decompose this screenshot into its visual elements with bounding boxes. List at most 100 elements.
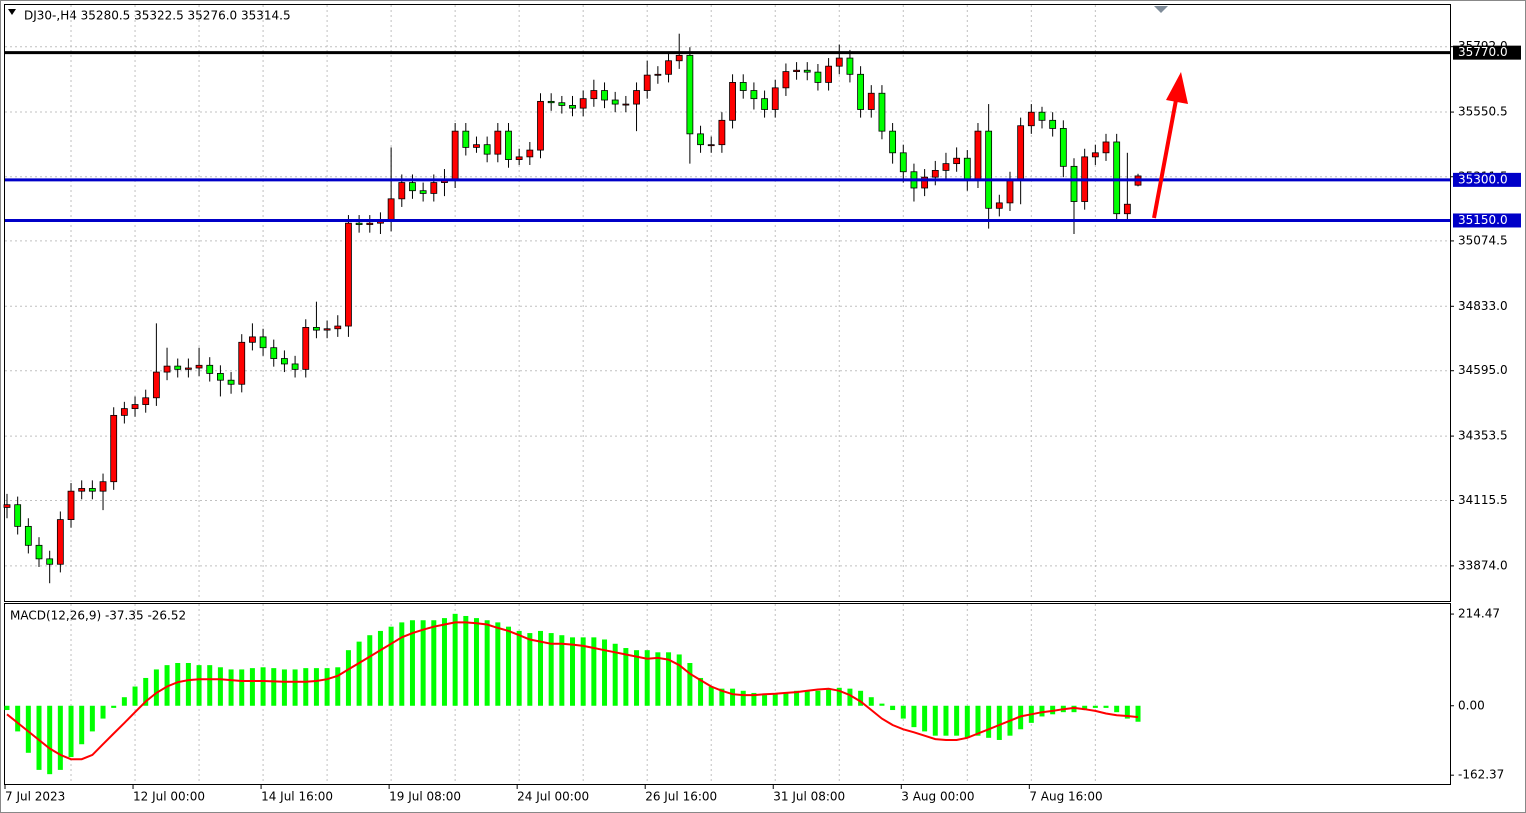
y-tick-label: 34595.0 bbox=[1458, 363, 1508, 377]
candle-body bbox=[355, 222, 363, 225]
macd-bar bbox=[687, 663, 693, 706]
macd-bar bbox=[324, 668, 330, 706]
candle-body bbox=[686, 54, 694, 135]
macd-bar bbox=[783, 692, 789, 706]
candle-body bbox=[793, 69, 800, 72]
candle-body bbox=[963, 157, 971, 181]
candle-body bbox=[1123, 203, 1131, 215]
macd-panel bbox=[4, 603, 1451, 785]
macd-bar bbox=[367, 635, 373, 706]
y-tick-label: 34115.5 bbox=[1458, 493, 1508, 507]
macd-bar bbox=[1092, 705, 1098, 708]
candle-body bbox=[409, 182, 416, 192]
candle-body bbox=[526, 149, 534, 158]
candle-body bbox=[942, 163, 950, 171]
macd-bar bbox=[815, 690, 821, 706]
candle-body bbox=[803, 69, 811, 73]
candle-body bbox=[654, 73, 662, 76]
macd-bar bbox=[196, 665, 202, 706]
macd-bar bbox=[666, 652, 672, 706]
candle-body bbox=[67, 490, 75, 521]
arrow-head bbox=[1166, 72, 1188, 104]
macd-bar bbox=[644, 650, 650, 706]
macd-bar bbox=[655, 652, 661, 706]
y-tick-label: 0.00 bbox=[1458, 698, 1485, 712]
x-tick-label: 7 Aug 16:00 bbox=[1029, 790, 1102, 804]
macd-bar bbox=[1114, 705, 1120, 713]
price-panel bbox=[4, 4, 1451, 602]
candle-body bbox=[857, 73, 864, 110]
macd-bar bbox=[377, 630, 383, 706]
candle-body bbox=[88, 488, 96, 492]
candle-body bbox=[291, 363, 299, 370]
candle-body bbox=[1049, 119, 1057, 129]
macd-bar bbox=[772, 693, 778, 706]
macd-bar bbox=[79, 705, 85, 745]
candle-body bbox=[366, 222, 374, 225]
macd-bar bbox=[1135, 705, 1141, 722]
candle-body bbox=[3, 504, 11, 508]
macd-bar bbox=[911, 705, 917, 728]
macd-bar bbox=[676, 654, 682, 706]
macd-bar bbox=[826, 689, 832, 706]
macd-bar bbox=[922, 705, 928, 732]
candle-body bbox=[216, 373, 224, 381]
arrow bbox=[1152, 72, 1188, 219]
candle-body bbox=[643, 74, 651, 91]
macd-bar bbox=[111, 705, 117, 708]
macd-bar bbox=[217, 667, 223, 706]
y-tick-label: 35550.5 bbox=[1458, 105, 1508, 119]
x-tick-label: 7 Jul 2023 bbox=[5, 790, 65, 804]
y-tick-label: -162.37 bbox=[1458, 768, 1504, 782]
macd-bar bbox=[303, 668, 309, 706]
macd-bar bbox=[751, 692, 757, 706]
candle-body bbox=[515, 156, 523, 160]
x-tick-label: 12 Jul 00:00 bbox=[133, 790, 205, 804]
macd-bar bbox=[260, 667, 266, 706]
menu-triangle[interactable] bbox=[8, 9, 16, 15]
macd-bar bbox=[207, 665, 213, 706]
shift-marker bbox=[1154, 6, 1168, 13]
macd-bar bbox=[868, 697, 874, 706]
candle-body bbox=[771, 87, 779, 110]
candle-body bbox=[665, 60, 672, 75]
candle-body bbox=[430, 182, 438, 194]
candle-body bbox=[259, 336, 267, 349]
macd-bar bbox=[762, 695, 768, 706]
macd-bar bbox=[1103, 705, 1109, 708]
macd-bar bbox=[473, 618, 479, 706]
macd-bar bbox=[143, 677, 149, 706]
candle-body bbox=[590, 90, 598, 100]
candle-body bbox=[995, 202, 1003, 209]
candle-body bbox=[56, 519, 64, 565]
candle-body bbox=[35, 544, 43, 560]
candle-body bbox=[1091, 152, 1099, 158]
candle-body bbox=[152, 371, 160, 399]
macd-bar bbox=[847, 688, 853, 706]
candle-body bbox=[195, 364, 203, 369]
candle-body bbox=[184, 367, 192, 370]
macd-bar bbox=[68, 705, 74, 758]
macd-bar bbox=[281, 669, 287, 706]
macd-bar bbox=[858, 690, 864, 706]
candle-body bbox=[697, 133, 704, 146]
candle-body bbox=[707, 144, 715, 147]
macd-bar bbox=[634, 650, 640, 706]
candle-body bbox=[451, 130, 459, 181]
candle-body bbox=[814, 71, 822, 83]
macd-bar bbox=[132, 686, 138, 706]
candle-body bbox=[78, 488, 86, 492]
level-label-box bbox=[1453, 213, 1521, 228]
candle-body bbox=[921, 176, 929, 189]
candle-body bbox=[537, 100, 544, 151]
macd-bar bbox=[794, 690, 800, 706]
macd-bar bbox=[538, 630, 543, 706]
macd-bar bbox=[559, 635, 565, 706]
macd-bar bbox=[228, 669, 234, 706]
candle-body bbox=[1102, 141, 1110, 154]
candle-body bbox=[419, 190, 427, 194]
candle-body bbox=[14, 504, 22, 527]
macd-bar bbox=[313, 668, 319, 706]
candle-body bbox=[579, 98, 587, 109]
candle-body bbox=[505, 130, 512, 160]
